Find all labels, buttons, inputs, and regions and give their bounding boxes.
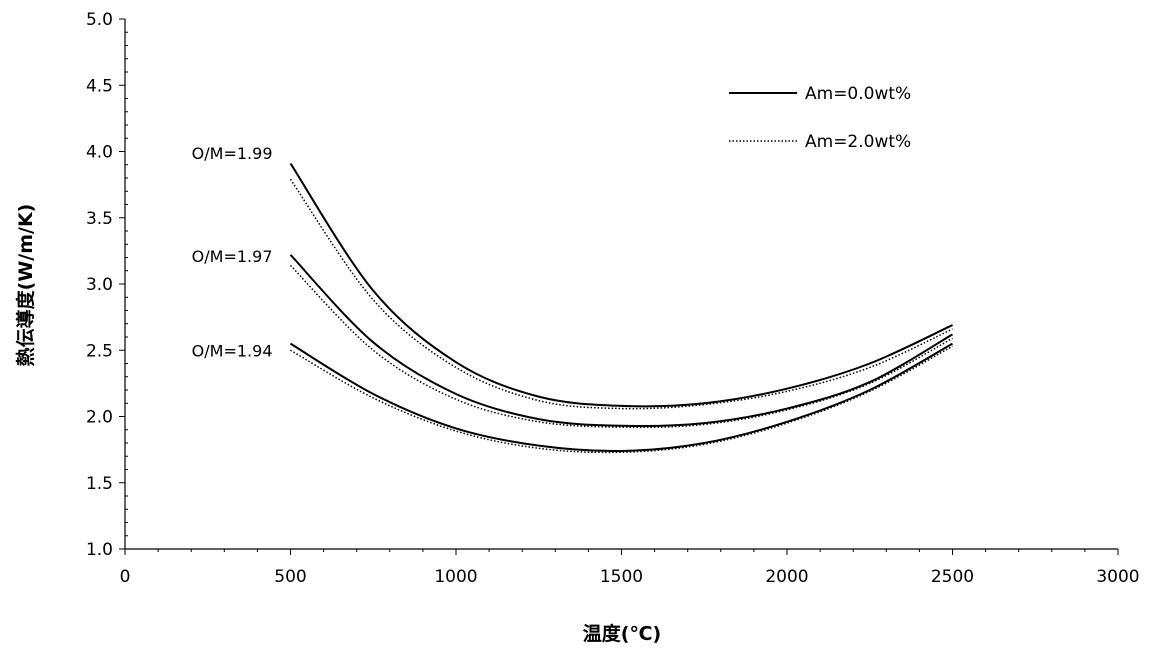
x-tick-label: 0 [120,567,131,587]
y-tick-label: 5.0 [86,10,113,30]
y-tick-label: 3.0 [86,275,113,295]
x-axis-title: 温度(℃) [583,622,661,645]
x-tick-label: 3000 [1096,567,1139,587]
x-tick-label: 2000 [765,567,808,587]
annotation-label: O/M=1.99 [192,144,273,163]
series-line-o-m-1-99-solid [289,162,953,408]
y-tick-label: 2.0 [86,408,113,428]
annotations: O/M=1.99 O/M=1.97 O/M=1.94 [192,144,273,360]
y-tick-label: 4.0 [86,143,113,163]
y-tick-label: 2.5 [86,341,113,361]
legend-label: Am=0.0wt% [805,84,911,104]
y-tick-label: 1.0 [86,540,113,560]
legend-label: Am=2.0wt% [805,132,911,152]
series-line-o-m-1-94-solid [289,342,953,453]
y-axis-title: 熱伝導度(W/m/K) [14,204,37,367]
annotation-label: O/M=1.97 [192,247,273,266]
series-line-o-m-1-97-solid [289,254,953,428]
y-tick-label: 4.5 [86,76,113,96]
axes [124,19,1118,550]
legend: Am=0.0wt% Am=2.0wt% [729,84,911,152]
x-tick-label: 2500 [931,567,974,587]
series-line-o-m-1-99-dotted [289,178,953,410]
y-tick-label: 3.5 [86,209,113,229]
ticks: 0 500 1000 1500 2000 2500 3000 1.0 1.5 2.0 2.5 3.0 3… [86,10,1140,587]
x-tick-label: 500 [274,567,306,587]
x-tick-label: 1500 [600,567,643,587]
series-line-o-m-1-97-dotted [289,264,953,429]
annotation-label: O/M=1.94 [192,341,273,360]
x-tick-label: 1000 [434,567,477,587]
series-line-o-m-1-94-dotted [290,345,953,454]
series-lines [289,162,953,454]
y-tick-label: 1.5 [86,474,113,494]
